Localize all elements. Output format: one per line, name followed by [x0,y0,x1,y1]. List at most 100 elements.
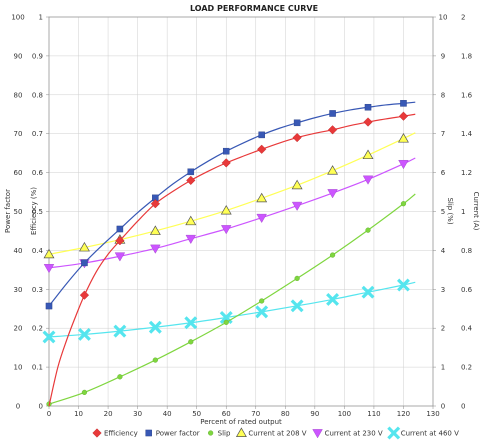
point-current-at-460-v [113,324,127,338]
x-tick-label: 80 [281,410,290,418]
legend-marker-current-at-208-v [235,427,247,437]
marker-x-stroke [184,316,198,330]
point-power-factor [364,103,372,111]
x-tick-label: 10 [74,410,83,418]
point-efficiency [292,132,302,143]
series-current-at-208-v [43,132,416,259]
y-tick-label-current: 0 [461,403,465,411]
x-tick-label: 40 [163,410,172,418]
point-slip [117,374,123,380]
line-current-at-230-v [48,157,416,269]
y-tick-label-slip: 8 [441,91,445,99]
point-current-at-460-v [77,327,91,341]
y-tick-label-efficiency: 60 [14,169,23,177]
y-tick-label-power-factor: 0.2 [32,325,43,333]
y-tick-label-efficiency: 80 [14,91,23,99]
x-tick-label: 60 [222,410,231,418]
point-slip [188,339,194,345]
legend-marker-efficiency [92,428,102,438]
point-current-at-208-v [256,192,268,203]
point-slip [400,201,407,207]
y-tick-label-slip: 9 [441,52,445,60]
legend-marker-power-factor [145,429,152,437]
y-tick-label-current: 0.4 [461,325,473,333]
y-tick-label-power-factor: 0.5 [32,208,43,216]
point-current-at-208-v [220,204,232,215]
x-tick-label: 120 [397,410,410,418]
point-current-at-460-v [184,316,198,330]
series-efficiency [48,111,416,407]
point-slip [223,319,229,325]
y-tick-label-current: 1 [461,208,465,216]
x-axis-label: Percent of rated output [200,418,282,426]
marker-x-stroke [387,426,401,440]
y-tick-label-slip: 3 [441,286,445,294]
y-tick-label-slip: 7 [441,130,445,138]
point-current-at-230-v [327,189,338,199]
y-tick-label-efficiency: 90 [14,52,23,60]
point-current-at-230-v [291,201,303,211]
point-efficiency [186,175,196,185]
y-tick-label-slip: 0 [441,403,445,411]
axes: 0 10 20 30 40 50 60 70 80 90 100 110 120 130010203040… [11,14,472,419]
x-tick-label: 0 [47,410,51,418]
y-tick-label-power-factor: 0.4 [32,247,44,255]
y-tick-label-power-factor: 0.9 [32,52,43,60]
point-efficiency [327,125,338,135]
point-efficiency [79,290,90,300]
point-power-factor [293,119,301,127]
point-current-at-208-v [149,225,161,235]
y-tick-label-efficiency: 30 [14,286,23,294]
x-tick-label: 110 [367,410,380,418]
point-slip [259,298,265,304]
legend: Efficiency Power factor Slip Current at 208… [92,426,459,440]
legend-item-current-at-230-v: Current at 230 V [312,429,383,439]
point-current-at-460-v [42,330,56,344]
y-tick-label-current: 0.6 [461,286,473,294]
point-current-at-208-v [78,241,90,252]
y-axis-label-power-factor: Power factor [4,189,12,233]
y-axis-label-efficiency: Efficiency (%) [30,187,38,235]
point-slip [365,227,371,233]
y-tick-label-slip: 4 [441,247,446,255]
y-tick-label-current: 1.2 [461,169,472,177]
line-current-at-460-v [48,281,416,338]
point-slip [329,252,336,258]
point-current-at-460-v [396,278,410,292]
y-tick-label-slip: 10 [439,14,448,22]
marker-x-stroke [361,285,375,299]
point-slip [81,389,88,395]
series-slip [46,193,416,407]
point-current-at-230-v [114,252,126,262]
marker-x-stroke [255,305,269,319]
y-tick-label-current: 2 [461,14,465,22]
marker-x-stroke [290,299,304,313]
point-efficiency [398,111,409,121]
point-current-at-208-v [185,215,197,226]
y-tick-label-efficiency: 20 [14,325,23,333]
point-power-factor [329,110,336,117]
legend-label-power-factor: Power factor [156,430,200,438]
y-tick-label-current: 1.4 [461,130,473,138]
point-current-at-230-v [185,234,196,244]
y-tick-label-current: 1.8 [461,52,472,60]
y-tick-label-efficiency: 0 [16,403,20,411]
series-current-at-460-v [42,278,416,344]
marker-x-stroke [219,311,233,324]
y-tick-label-current: 0.8 [461,247,472,255]
marker-x-stroke [148,320,162,334]
x-tick-label: 50 [192,410,201,418]
x-tick-label: 130 [426,410,439,418]
marker-x-stroke [396,278,410,292]
y-tick-label-efficiency: 10 [14,364,23,372]
legend-marker-current-at-460-v [387,426,401,440]
point-power-factor [400,100,407,107]
point-power-factor [187,168,195,176]
y-tick-label-efficiency: 70 [14,130,23,138]
point-current-at-230-v [150,244,161,254]
point-current-at-230-v [221,225,232,235]
point-efficiency [221,158,231,168]
y-axis-label-slip: Slip (%) [446,197,454,224]
y-tick-label-power-factor: 1 [39,14,43,22]
